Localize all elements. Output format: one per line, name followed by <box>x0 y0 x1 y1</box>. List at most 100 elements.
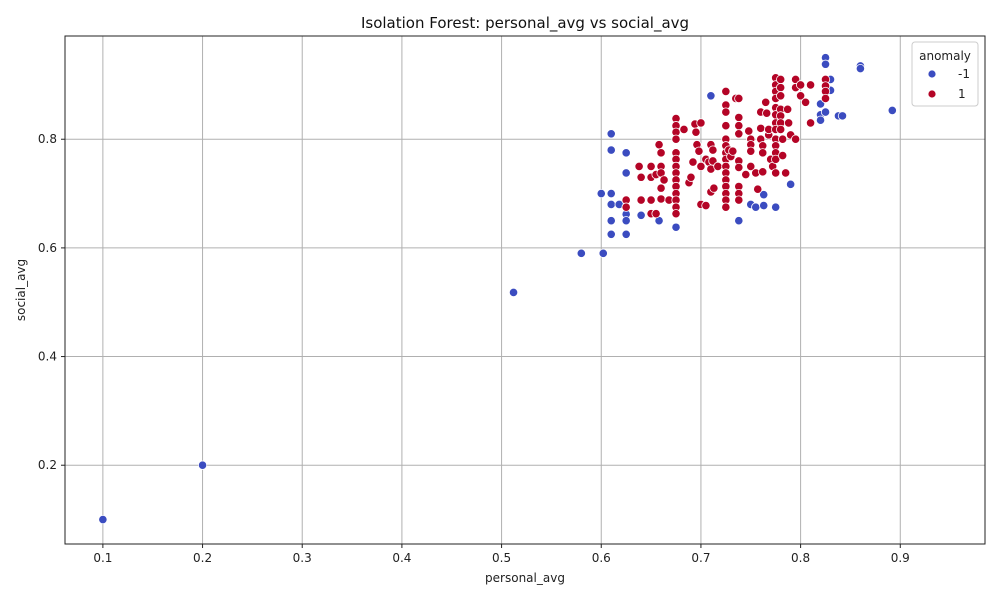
anomaly-point <box>786 179 796 189</box>
anomaly-point <box>759 190 769 200</box>
normal-point <box>721 107 731 117</box>
plot-frame <box>64 35 986 545</box>
normal-point <box>734 162 744 173</box>
x-axis-label: personal_avg <box>485 571 565 585</box>
x-tick-label: 0.9 <box>891 551 910 565</box>
normal-point <box>728 146 738 156</box>
anomaly-point <box>197 460 208 470</box>
legend-label-neg1: -1 <box>958 67 970 81</box>
anomaly-point <box>815 115 826 125</box>
normal-point <box>791 134 801 144</box>
y-tick-label: 0.8 <box>38 132 57 146</box>
normal-point <box>713 161 723 171</box>
anomaly-point <box>596 188 606 199</box>
anomaly-point <box>621 216 631 226</box>
anomaly-point <box>771 202 781 212</box>
normal-point <box>688 157 698 167</box>
normal-point <box>734 121 744 131</box>
normal-point <box>776 124 786 135</box>
anomaly-point <box>751 202 761 212</box>
normal-point <box>734 129 744 139</box>
anomaly-point <box>734 216 744 226</box>
anomaly-point <box>621 229 631 239</box>
data-points <box>98 53 897 525</box>
anomaly-point <box>598 248 608 258</box>
normal-point <box>651 209 661 219</box>
legend: anomaly -1 1 <box>911 41 979 107</box>
y-tick-label: 0.4 <box>38 350 57 364</box>
anomaly-point <box>621 168 631 178</box>
normal-point <box>686 172 696 182</box>
normal-point <box>781 168 791 178</box>
x-tick-label: 0.7 <box>691 551 710 565</box>
anomaly-point <box>706 91 716 101</box>
anomaly-point <box>98 514 108 525</box>
normal-point <box>656 194 666 204</box>
normal-point <box>778 134 788 144</box>
legend-label-1: 1 <box>958 87 966 101</box>
normal-point <box>741 169 751 180</box>
normal-point <box>671 134 681 144</box>
grid <box>65 36 985 544</box>
normal-point <box>696 161 706 171</box>
normal-point <box>679 124 689 135</box>
normal-point <box>771 168 781 178</box>
legend-box <box>911 41 979 107</box>
normal-point <box>784 118 794 128</box>
normal-point <box>805 118 816 128</box>
anomaly-point <box>508 287 519 298</box>
normal-point <box>708 145 718 155</box>
anomaly-point <box>636 210 646 220</box>
normal-point <box>776 83 786 93</box>
legend-marker-1 <box>927 89 937 99</box>
y-axis-label: social_avg <box>14 259 28 321</box>
x-tick-label: 0.1 <box>93 551 112 565</box>
normal-point <box>696 118 706 128</box>
normal-point <box>796 80 806 90</box>
x-tick-label: 0.8 <box>791 551 810 565</box>
normal-point <box>762 108 772 118</box>
normal-point <box>753 184 763 194</box>
anomaly-point <box>887 105 897 116</box>
anomaly-point <box>855 63 866 74</box>
normal-point <box>636 172 646 182</box>
y-tick-label: 0.2 <box>38 458 57 472</box>
anomaly-point <box>576 248 586 258</box>
anomaly-point <box>820 59 831 69</box>
normal-point <box>796 91 806 101</box>
normal-point <box>721 202 731 212</box>
normal-point <box>744 126 754 136</box>
normal-point <box>776 74 786 85</box>
normal-point <box>746 146 756 156</box>
anomaly-point <box>606 229 616 239</box>
anomaly-point <box>621 148 631 158</box>
anomaly-point <box>606 188 616 199</box>
normal-point <box>758 167 768 177</box>
normal-point <box>776 91 786 101</box>
legend-marker-neg1 <box>927 69 937 79</box>
normal-point <box>659 175 669 185</box>
normal-point <box>671 209 681 219</box>
normal-point <box>734 112 744 123</box>
normal-point <box>694 146 704 156</box>
normal-point <box>800 97 811 107</box>
anomaly-point <box>606 129 616 139</box>
normal-point <box>758 148 768 158</box>
anomaly-point <box>837 111 848 121</box>
axis-ticks: 0.1 0.2 0.3 0.4 0.5 0.6 0.7 0.8 0.9 0.2 0.4 0.6 0.8 <box>38 132 910 565</box>
normal-point <box>734 93 744 104</box>
chart-title: Isolation Forest: personal_avg vs social… <box>361 14 689 33</box>
normal-point <box>721 121 731 131</box>
normal-point <box>771 154 781 164</box>
normal-point <box>646 161 656 171</box>
x-tick-label: 0.2 <box>193 551 212 565</box>
normal-point <box>805 80 816 90</box>
x-tick-label: 0.6 <box>592 551 611 565</box>
normal-point <box>709 183 719 193</box>
anomaly-point <box>606 216 616 226</box>
y-tick-label: 0.6 <box>38 241 57 255</box>
normal-point <box>634 161 644 171</box>
anomaly-point <box>759 200 769 211</box>
